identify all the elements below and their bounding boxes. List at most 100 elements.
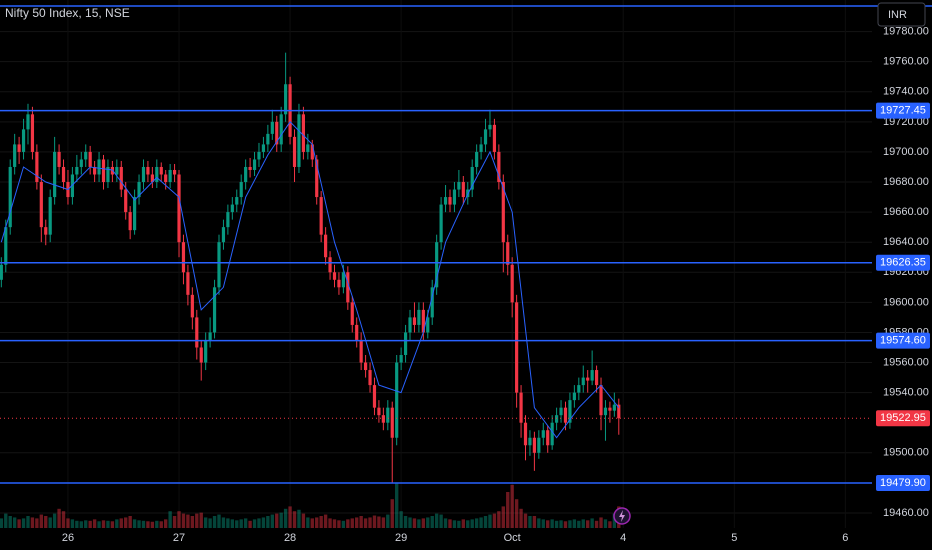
candle-body [279,114,283,145]
level-label-box [876,332,930,349]
y-tick-label: 19540.00 [883,387,929,399]
alert-icon[interactable] [613,507,631,525]
volume-bar [137,520,141,528]
candle-body [577,385,581,393]
candle-body [546,430,550,446]
volume-bar [434,513,439,528]
candle-body [297,114,301,167]
candle-body [137,182,141,198]
candle-body [270,121,274,134]
candle-body [443,197,448,205]
last-price-box [876,410,930,427]
volume-bar [239,519,243,528]
x-tick-label: 28 [284,532,296,544]
volume-bar [319,516,323,528]
moving-average [0,121,620,439]
candle-body [603,407,608,416]
volume-bar [363,518,368,528]
volume-bar [426,517,430,528]
candle-body [8,166,12,228]
volume-bar [568,520,572,528]
volume-bar [377,516,381,528]
candle-body [568,400,572,423]
volume-bar [350,518,354,528]
volume-bar [408,517,412,528]
last-price-label: 19522.95 [880,412,926,424]
currency-box[interactable] [877,2,926,27]
volume-bar [346,519,350,528]
price-axis: 19460.0019500.0019540.0019560.0019580.00… [62,25,930,544]
y-tick-label: 19720.00 [883,116,929,128]
volume-bar [270,514,274,528]
candle-body [44,227,48,235]
candle-body [341,272,345,288]
level-label: 19574.60 [880,334,926,346]
candle-body [328,257,332,273]
volume-bar [172,516,177,528]
volume-bar [443,518,448,528]
volume-bar [150,521,155,528]
candle-body [390,407,394,438]
volume-bar [70,519,75,528]
candle-body [61,166,66,183]
candle-body [13,144,17,167]
volume-bar [97,521,101,528]
candle-body [421,309,425,333]
volume-bar [341,520,346,528]
volume-bar [590,518,594,528]
level-label: 19727.45 [880,105,926,117]
y-tick-label: 19740.00 [883,86,929,98]
candle-body [532,437,536,453]
volume-bar [292,511,297,528]
volume-bar [155,520,159,528]
x-tick-label: Oct [504,532,521,544]
volume-bar [164,519,168,528]
candle-body [177,174,181,243]
volume-bar [492,513,497,528]
candle-body [17,144,21,152]
candle-body [261,144,266,152]
candle-body [435,242,439,288]
candle-body [608,407,612,411]
volume-bar [577,520,581,528]
volume-bar [190,516,195,528]
volume-bar [66,518,70,528]
candle-body [417,309,421,325]
candle-body [150,174,154,183]
candle-body [492,124,497,152]
volume-bar [474,518,479,528]
volume-bar [195,513,199,528]
y-tick-label: 19760.00 [883,56,929,68]
currency[interactable]: INR [888,9,907,21]
candle-body [284,84,288,115]
volume-bar [230,519,235,528]
x-tick-label: 5 [731,532,737,544]
volume-bar [26,516,30,528]
level-label: 19479.90 [880,477,926,489]
volume-bar [541,519,545,528]
volume-bar [479,517,483,528]
candle-body [586,377,590,381]
candle-body [93,166,97,175]
volume-bar [390,499,394,528]
volume-bar [288,506,292,528]
candle-body [426,317,430,333]
volume-bar [75,520,79,528]
candle-body [239,182,243,198]
volume-bar [159,521,163,528]
volume-bar [412,518,417,528]
volume-bar [581,519,585,528]
candle-body [590,370,594,381]
volume-bar [35,518,39,528]
volume-bar [452,520,457,528]
volume-bar [501,506,505,528]
volume-bar [79,521,83,528]
candle-body [510,264,514,303]
volume-bar [421,518,426,528]
level-label-box [876,102,930,119]
chart-title: Nifty 50 Index, 15, NSE [5,6,130,20]
candle-body [155,166,159,183]
volume-bar [399,511,403,528]
candle-body [199,347,203,363]
volume-bar [203,517,208,528]
